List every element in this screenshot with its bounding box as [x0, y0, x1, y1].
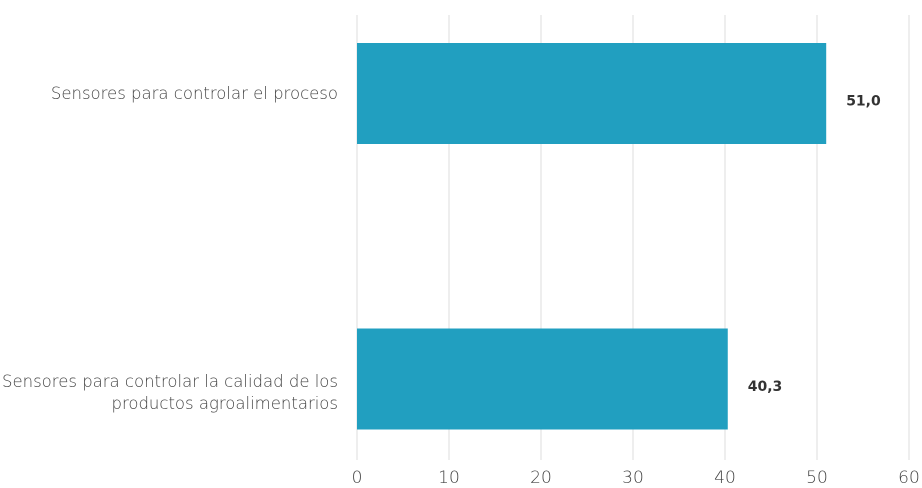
y-tick-label: Sensores para controlar la calidad de lo… — [2, 372, 338, 413]
y-tick-label: Sensores para controlar el proceso — [50, 83, 338, 103]
x-tick-label: 50 — [806, 468, 828, 488]
value-label: 40,3 — [748, 379, 783, 395]
x-tick-label: 40 — [714, 468, 736, 488]
x-tick-label: 10 — [438, 468, 460, 488]
value-label: 51,0 — [846, 94, 881, 110]
x-tick-label: 0 — [352, 468, 363, 488]
x-tick-label: 20 — [530, 468, 552, 488]
bar — [357, 43, 827, 144]
x-tick-label: 60 — [898, 468, 920, 488]
bar — [357, 328, 728, 430]
x-tick-label: 30 — [622, 468, 644, 488]
